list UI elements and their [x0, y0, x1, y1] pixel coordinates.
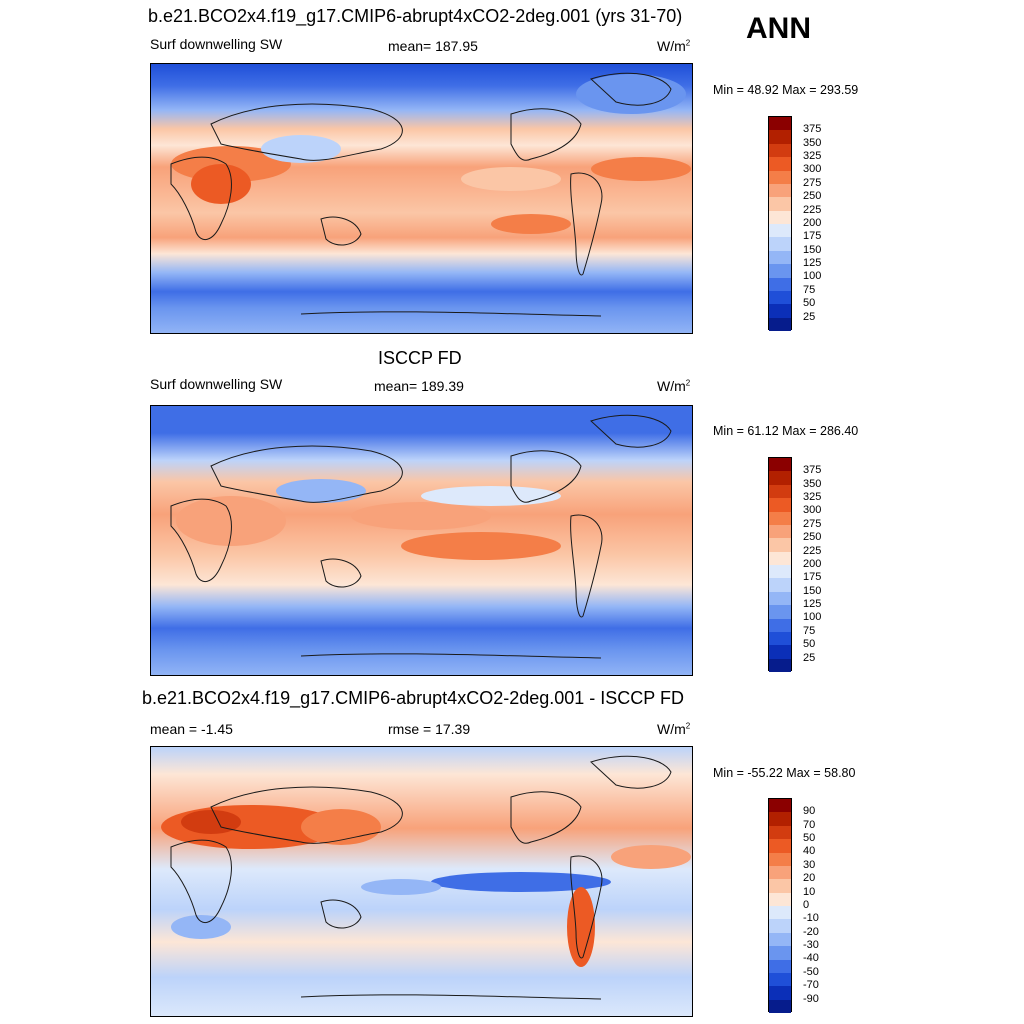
- panel2-map: [150, 405, 693, 676]
- panel2-minmax: Min = 61.12 Max = 286.40: [713, 424, 859, 438]
- panel2-title: ISCCP FD: [378, 348, 462, 368]
- panel2-units: W/m2: [657, 378, 691, 394]
- panel1-center-label: mean= 187.95: [388, 38, 478, 54]
- panel3-center-label: rmse = 17.39: [388, 721, 471, 737]
- panel1-map: [150, 63, 693, 334]
- panel3-map-field: [151, 747, 692, 1016]
- season-label: ANN: [746, 12, 811, 45]
- panel2-left-label: Surf downwelling SW: [150, 376, 283, 392]
- panel1-units: W/m2: [657, 38, 691, 54]
- panel3-units: W/m2: [657, 721, 691, 737]
- panel2-center-label: mean= 189.39: [374, 378, 464, 394]
- panel1-colorbar: [768, 116, 792, 331]
- panel1-map-field: [151, 64, 692, 333]
- panel3-minmax: Min = -55.22 Max = 58.80: [713, 766, 856, 780]
- panel1-minmax: Min = 48.92 Max = 293.59: [713, 83, 859, 97]
- panel1-title: b.e21.BCO2x4.f19_g17.CMIP6-abrupt4xCO2-2…: [148, 6, 683, 26]
- panel1-left-label: Surf downwelling SW: [150, 36, 283, 52]
- panel2-map-field: [151, 406, 692, 675]
- panel3-colorbar: [768, 798, 792, 1013]
- panel3-title: b.e21.BCO2x4.f19_g17.CMIP6-abrupt4xCO2-2…: [142, 688, 684, 708]
- panel2-colorbar: [768, 457, 792, 672]
- panel3-left-label: mean = -1.45: [150, 721, 233, 737]
- panel3-map: [150, 746, 693, 1017]
